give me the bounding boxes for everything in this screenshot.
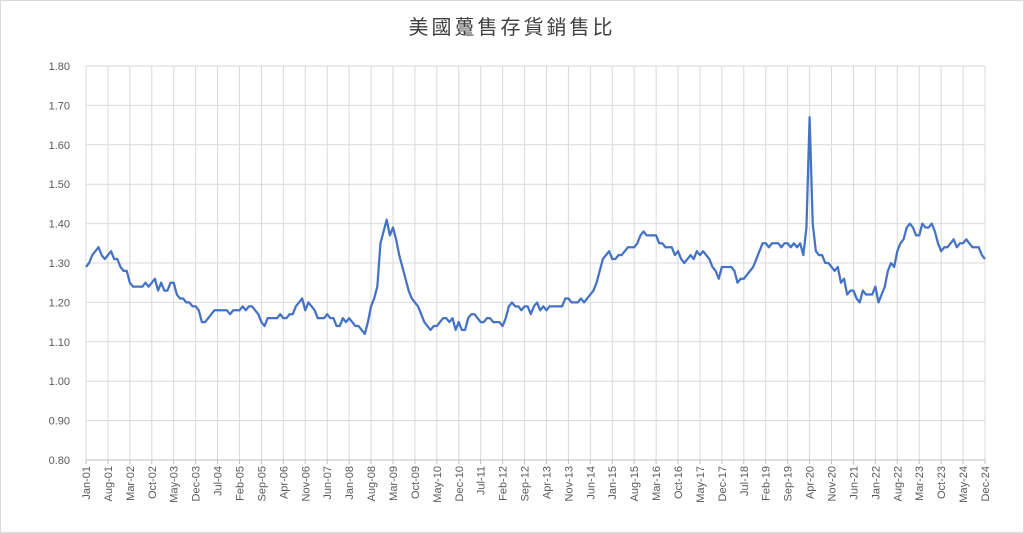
x-tick-label: Mar-02	[125, 466, 137, 501]
x-tick-label: Feb-05	[234, 466, 246, 501]
x-tick-label: Oct-02	[147, 466, 159, 499]
x-tick-label: Jan-22	[870, 466, 882, 500]
x-tick-label: Apr-20	[805, 466, 817, 499]
x-tick-label: Apr-13	[541, 466, 553, 499]
y-tick-label: 1.00	[49, 376, 70, 388]
x-tick-label: May-24	[958, 466, 970, 503]
y-tick-label: 1.70	[49, 100, 70, 112]
x-tick-label: Sep-12	[520, 466, 532, 501]
x-tick-label: Jul-18	[739, 466, 751, 496]
y-tick-label: 1.20	[49, 297, 70, 309]
x-tick-label: Dec-24	[980, 466, 992, 501]
x-tick-label: Oct-16	[673, 466, 685, 499]
x-tick-label: Oct-09	[410, 466, 422, 499]
data-line	[85, 116, 986, 336]
x-tick-label: Feb-19	[761, 466, 773, 501]
x-tick-label: Apr-06	[278, 466, 290, 499]
x-tick-label: May-03	[169, 466, 181, 503]
y-tick-label: 1.60	[49, 140, 70, 152]
x-tick-label: Sep-19	[783, 466, 795, 501]
x-tick-label: Dec-03	[191, 466, 203, 501]
x-tick-label: Jul-04	[213, 466, 225, 496]
x-tick-label: Jul-11	[476, 466, 488, 495]
chart-title: 美國躉售存貨銷售比	[409, 15, 616, 39]
x-tick-label: Aug-01	[103, 466, 115, 501]
x-tick-label: Mar-09	[388, 466, 400, 501]
x-tick-label: Jun-21	[848, 466, 860, 500]
y-tick-label: 1.80	[49, 61, 70, 73]
x-tick-label: Dec-10	[454, 466, 466, 501]
x-tick-label: Jun-14	[585, 466, 597, 500]
x-tick-label: Mar-16	[651, 466, 663, 501]
y-tick-label: 1.30	[49, 258, 70, 270]
y-tick-label: 1.40	[49, 219, 70, 231]
x-tick-label: Sep-05	[256, 466, 268, 501]
x-tick-label: Mar-23	[914, 466, 926, 501]
x-tick-label: Jan-08	[344, 466, 356, 500]
y-tick-label: 1.10	[49, 337, 70, 349]
x-tick-label: Aug-15	[629, 466, 641, 501]
x-tick-label: Aug-08	[366, 466, 378, 501]
x-tick-label: May-17	[695, 466, 707, 503]
x-tick-label: Nov-06	[300, 466, 312, 501]
x-tick-label: Jan-15	[607, 466, 619, 500]
x-tick-label: Jun-07	[322, 466, 334, 500]
x-tick-label: Aug-22	[892, 466, 904, 501]
x-tick-label: Nov-13	[563, 466, 575, 501]
x-tick-label: Oct-23	[936, 466, 948, 499]
x-tick-label: Dec-17	[717, 466, 729, 501]
y-tick-label: 0.90	[49, 416, 70, 428]
y-tick-label: 1.50	[49, 179, 70, 191]
x-tick-label: Nov-20	[827, 466, 839, 501]
x-tick-label: Jan-01	[81, 466, 93, 500]
x-tick-label: May-10	[432, 466, 444, 503]
x-tick-label: Feb-12	[498, 466, 510, 501]
y-tick-label: 0.80	[49, 455, 70, 467]
